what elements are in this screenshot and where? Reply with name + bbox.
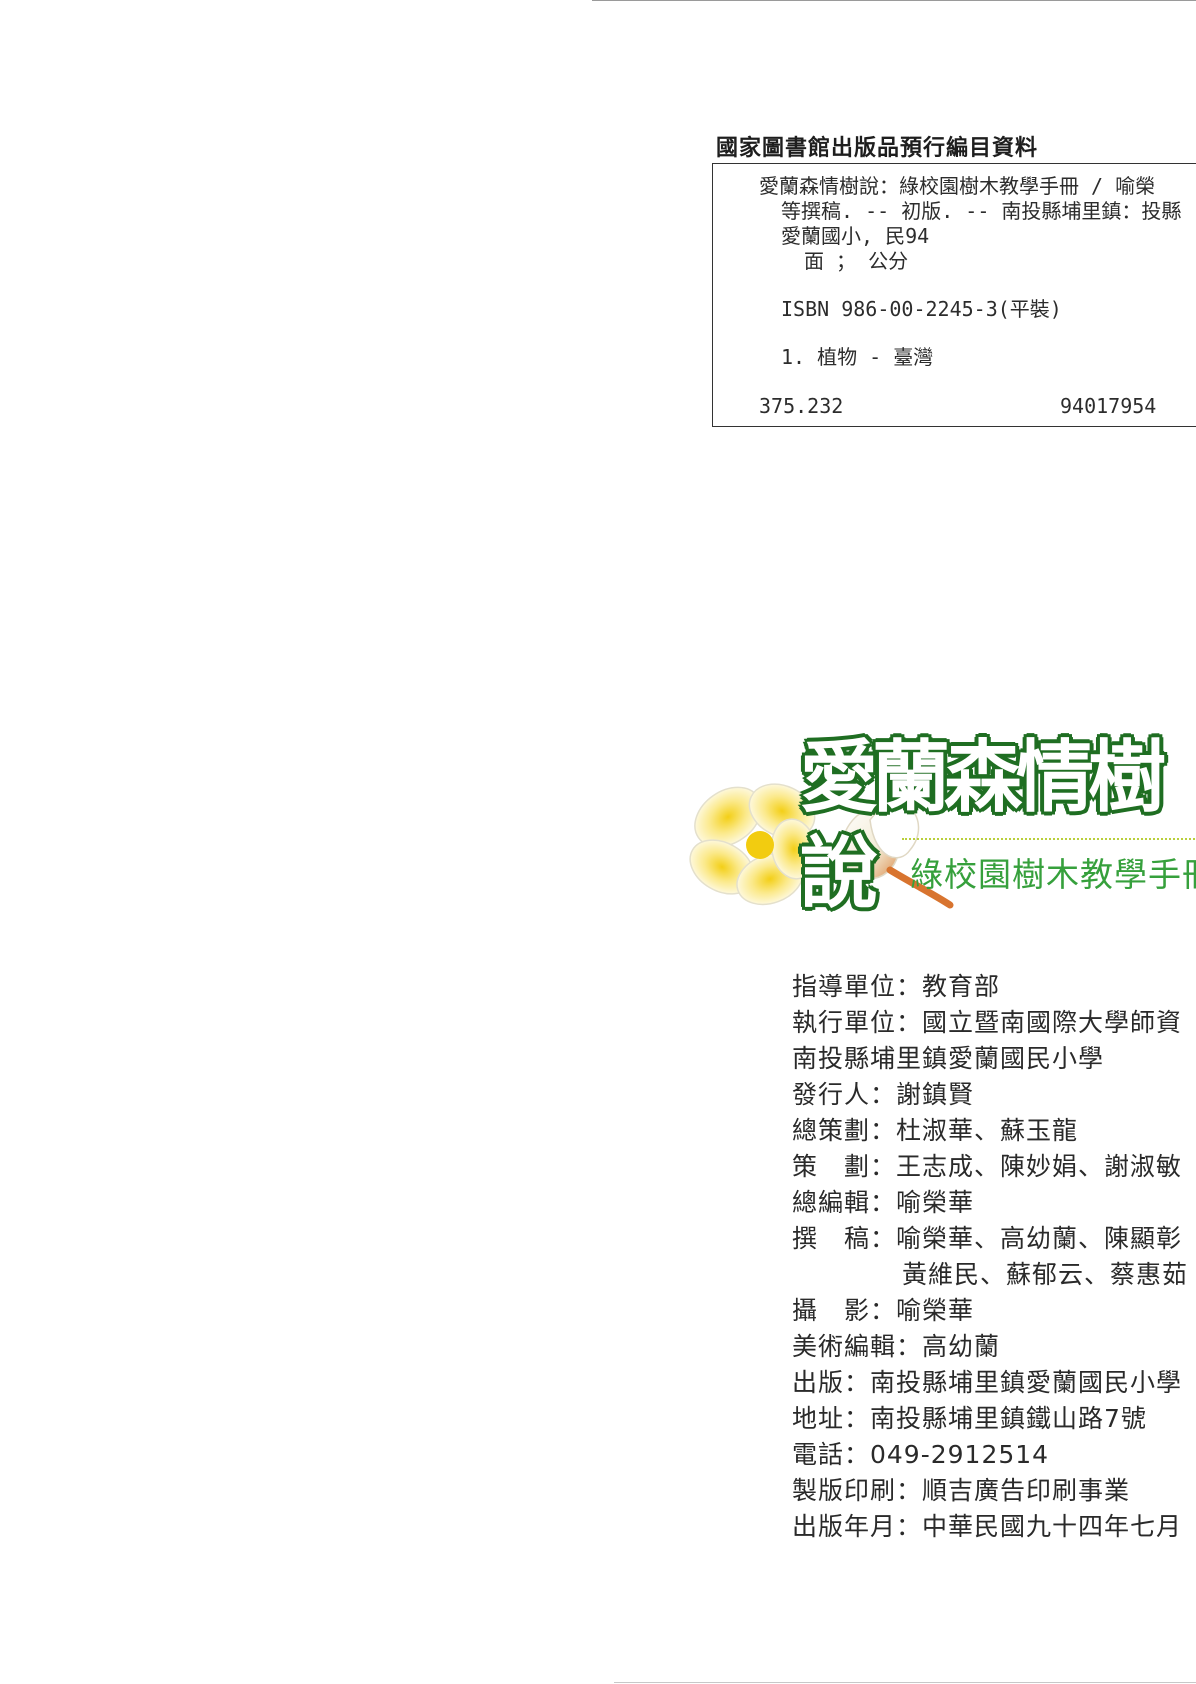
cip-isbn-line: ISBN 986-00-2245-3(平裝) — [781, 297, 1062, 321]
credit-line: 出版年月：中華民國九十四年七月 — [792, 1512, 1183, 1541]
cip-subject-line: 1. 植物 - 臺灣 — [781, 345, 934, 369]
credit-line: 電話：049-2912514 — [792, 1440, 1050, 1469]
book-subtitle: 綠校園樹木教學手冊 — [910, 855, 1196, 894]
plumeria-flower-image — [689, 783, 954, 909]
credit-line: 南投縣埔里鎮愛蘭國民小學 — [792, 1044, 1105, 1073]
credit-line: 黃維民、蘇郁云、蔡惠茹 — [902, 1260, 1189, 1289]
cip-pages-line: 面 ； 公分 — [804, 249, 909, 273]
cip-box — [712, 163, 1196, 427]
credit-line: 撰 稿：喻榮華、高幼蘭、陳顯彰 — [792, 1224, 1183, 1253]
cip-class-number: 375.232 — [759, 394, 844, 418]
cip-heading: 國家圖書館出版品預行編目資料 — [716, 136, 1039, 161]
credit-line: 總策劃：杜淑華、蘇玉龍 — [792, 1116, 1079, 1145]
bottom-rule — [614, 1682, 1196, 1683]
credit-line: 總編輯：喻榮華 — [792, 1188, 975, 1217]
credit-line: 策 劃：王志成、陳妙娟、謝淑敏 — [792, 1152, 1183, 1181]
top-rule — [592, 0, 1196, 1]
credit-line: 執行單位：國立暨南國際大學師資 — [792, 1008, 1183, 1037]
credit-line: 攝 影：喻榮華 — [792, 1296, 975, 1325]
credit-line: 製版印刷：順吉廣告印刷事業 — [792, 1476, 1131, 1505]
credit-line: 指導單位：教育部 — [792, 972, 1001, 1001]
credit-line: 美術編輯：高幼蘭 — [792, 1332, 1001, 1361]
cip-title-line: 愛蘭森情樹說：綠校園樹木教學手冊 / 喻榮 — [759, 174, 1156, 198]
credit-line: 地址：南投縣埔里鎮鐵山路7號 — [792, 1404, 1147, 1433]
book-title-logo: 愛蘭森情樹說 — [800, 730, 1196, 919]
cip-author-line: 等撰稿. -- 初版. -- 南投縣埔里鎮：投縣 — [781, 199, 1182, 223]
cip-record-number: 94017954 — [1060, 394, 1157, 418]
cip-publisher-line: 愛蘭國小, 民94 — [781, 224, 930, 248]
credit-line: 出版：南投縣埔里鎮愛蘭國民小學 — [792, 1368, 1183, 1397]
subtitle-dotted-rule — [902, 838, 1196, 840]
book-title-logo-text: 愛蘭森情樹說 — [800, 733, 1166, 919]
credit-line: 發行人：謝鎮賢 — [792, 1080, 975, 1109]
